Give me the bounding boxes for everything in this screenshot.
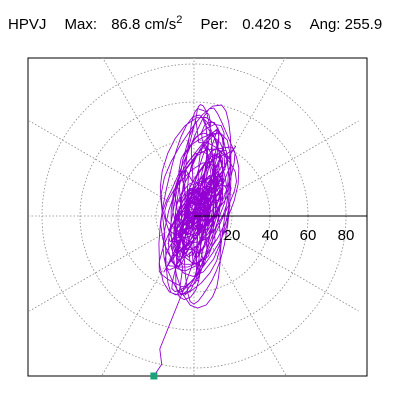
angle-label: Ang:: [309, 16, 341, 33]
max-value-exponent: 2: [176, 14, 183, 26]
record-header: HPVJ Max: 86.8 cm/s2 Per: 0.420 s Ang: 2…: [8, 14, 382, 33]
grid-spoke-120: [102, 58, 195, 217]
grid-spoke-330: [193, 215, 359, 312]
end-marker: [150, 372, 158, 380]
motion-trace-line: [153, 104, 240, 376]
max-value-text: 86.8 cm/s: [111, 16, 177, 33]
max-value: 86.8 cm/s2: [111, 14, 182, 33]
radial-tick-label-60: 60: [300, 227, 317, 244]
angle-value: 255.9: [344, 16, 383, 33]
radial-tick-label-80: 80: [338, 227, 355, 244]
grid-spoke-210: [29, 215, 195, 312]
max-label: Max:: [64, 16, 98, 33]
motion-trace: [153, 104, 240, 376]
radial-tick-labels: 20 40 60 80: [224, 227, 355, 244]
radial-tick-label-40: 40: [262, 227, 279, 244]
period-label: Per:: [200, 16, 229, 33]
period-value: 0.420 s: [242, 16, 292, 33]
station-code: HPVJ: [8, 16, 47, 33]
end-marker-group: [150, 372, 158, 380]
radial-tick-label-20: 20: [224, 227, 241, 244]
